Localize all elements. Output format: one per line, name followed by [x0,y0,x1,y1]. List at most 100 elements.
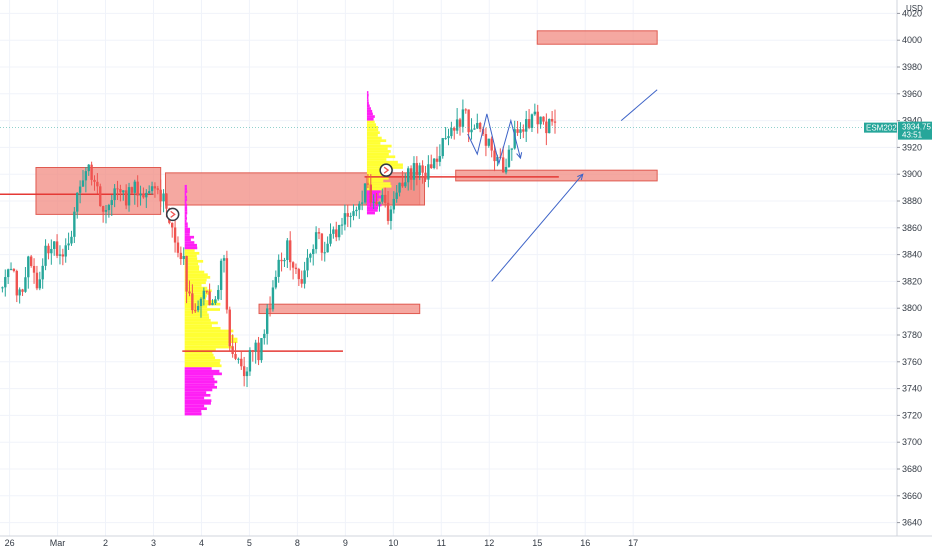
candle-body [473,128,476,130]
x-tick-label: 26 [5,538,15,548]
candle-body [139,193,142,196]
profile-bar [184,259,204,263]
profile-bar [366,131,380,134]
y-tick-label: 4000 [902,35,922,45]
candle-body [214,299,217,304]
profile-bar [184,372,222,376]
candle-body [383,194,387,203]
candle-body [277,259,280,277]
time-scale-bg [0,536,932,550]
candle-body [159,189,162,202]
y-tick-label: 3720 [902,410,922,420]
candle-body [395,192,398,199]
candle-body [430,164,433,168]
arrow-head [516,152,523,160]
candle-body [447,136,450,139]
y-tick-label: 3960 [902,89,922,99]
profile-bar [366,134,378,137]
event-marker-icon [165,207,180,222]
profile-bar [184,270,205,274]
candle-body [257,342,260,361]
candle-body [251,350,254,352]
profile-bar [184,310,208,314]
candle-body [533,111,537,115]
candle-body [136,181,139,196]
profile-bar [184,257,198,260]
candle-body [401,182,404,187]
candle-body [464,109,467,111]
profile-bar [366,160,398,164]
profile-bar [366,182,391,185]
profile-bar [184,369,220,373]
last-price-label: 3934.75 [902,123,931,132]
candle-body [516,129,519,133]
candle-body [312,249,315,254]
candle-body [323,252,326,254]
profile-bar [184,402,211,405]
candle-body [510,148,514,150]
profile-bar [184,203,188,207]
candle-body [398,182,401,193]
profile-bar [184,262,199,266]
candle-body [176,242,180,253]
candle-body [15,270,18,296]
candle-body [237,358,240,360]
candle-body [438,156,442,162]
profile-bar [184,187,187,191]
candle-body [165,193,168,209]
candle-body [389,209,393,221]
profile-bar [184,276,211,279]
candle-body [309,253,312,258]
candle-body [107,204,111,211]
candle-body [32,265,36,273]
candle-body [217,289,220,300]
candle-body [303,270,306,284]
candle-body [375,201,378,205]
supply-demand-zones [35,30,658,315]
volume-profiles [184,91,403,416]
y-tick-label: 3780 [902,330,922,340]
candle-body [358,203,361,210]
candle-body [225,258,229,310]
candle-body [58,254,62,256]
profile-bar [366,158,387,161]
profile-bar [184,219,187,223]
candle-body [525,119,528,132]
profile-bar [366,152,389,156]
profile-bar [184,265,200,268]
candle-body [415,163,419,175]
candle-body [539,116,542,125]
profile-bar [184,385,218,389]
profile-bar [366,192,379,196]
profile-bar [184,278,207,282]
candle-body [263,333,266,339]
candle-body [320,233,324,253]
candle-body [171,222,174,228]
profile-bar [184,324,212,327]
candle-body [352,211,355,216]
x-tick-label: 8 [295,538,300,548]
profile-bar [184,308,221,311]
candle-body [182,255,185,260]
profile-bar [184,249,195,252]
candle-body [366,183,370,185]
profile-bar [366,179,384,183]
candle-body [381,194,384,202]
candle-body [6,269,10,278]
candle-body [286,240,289,260]
candle-body [294,267,298,270]
candle-body [245,371,249,377]
profile-bar [184,375,214,378]
profile-bar [184,214,187,218]
candle-body [470,129,473,133]
profile-bar [184,294,207,298]
candle-body [156,188,160,190]
profile-bar [366,144,392,148]
candle-body [44,245,47,266]
event-marker-glyph [170,210,176,218]
candle-body [501,157,505,173]
candle-body [219,260,223,290]
candle-body [90,164,93,180]
